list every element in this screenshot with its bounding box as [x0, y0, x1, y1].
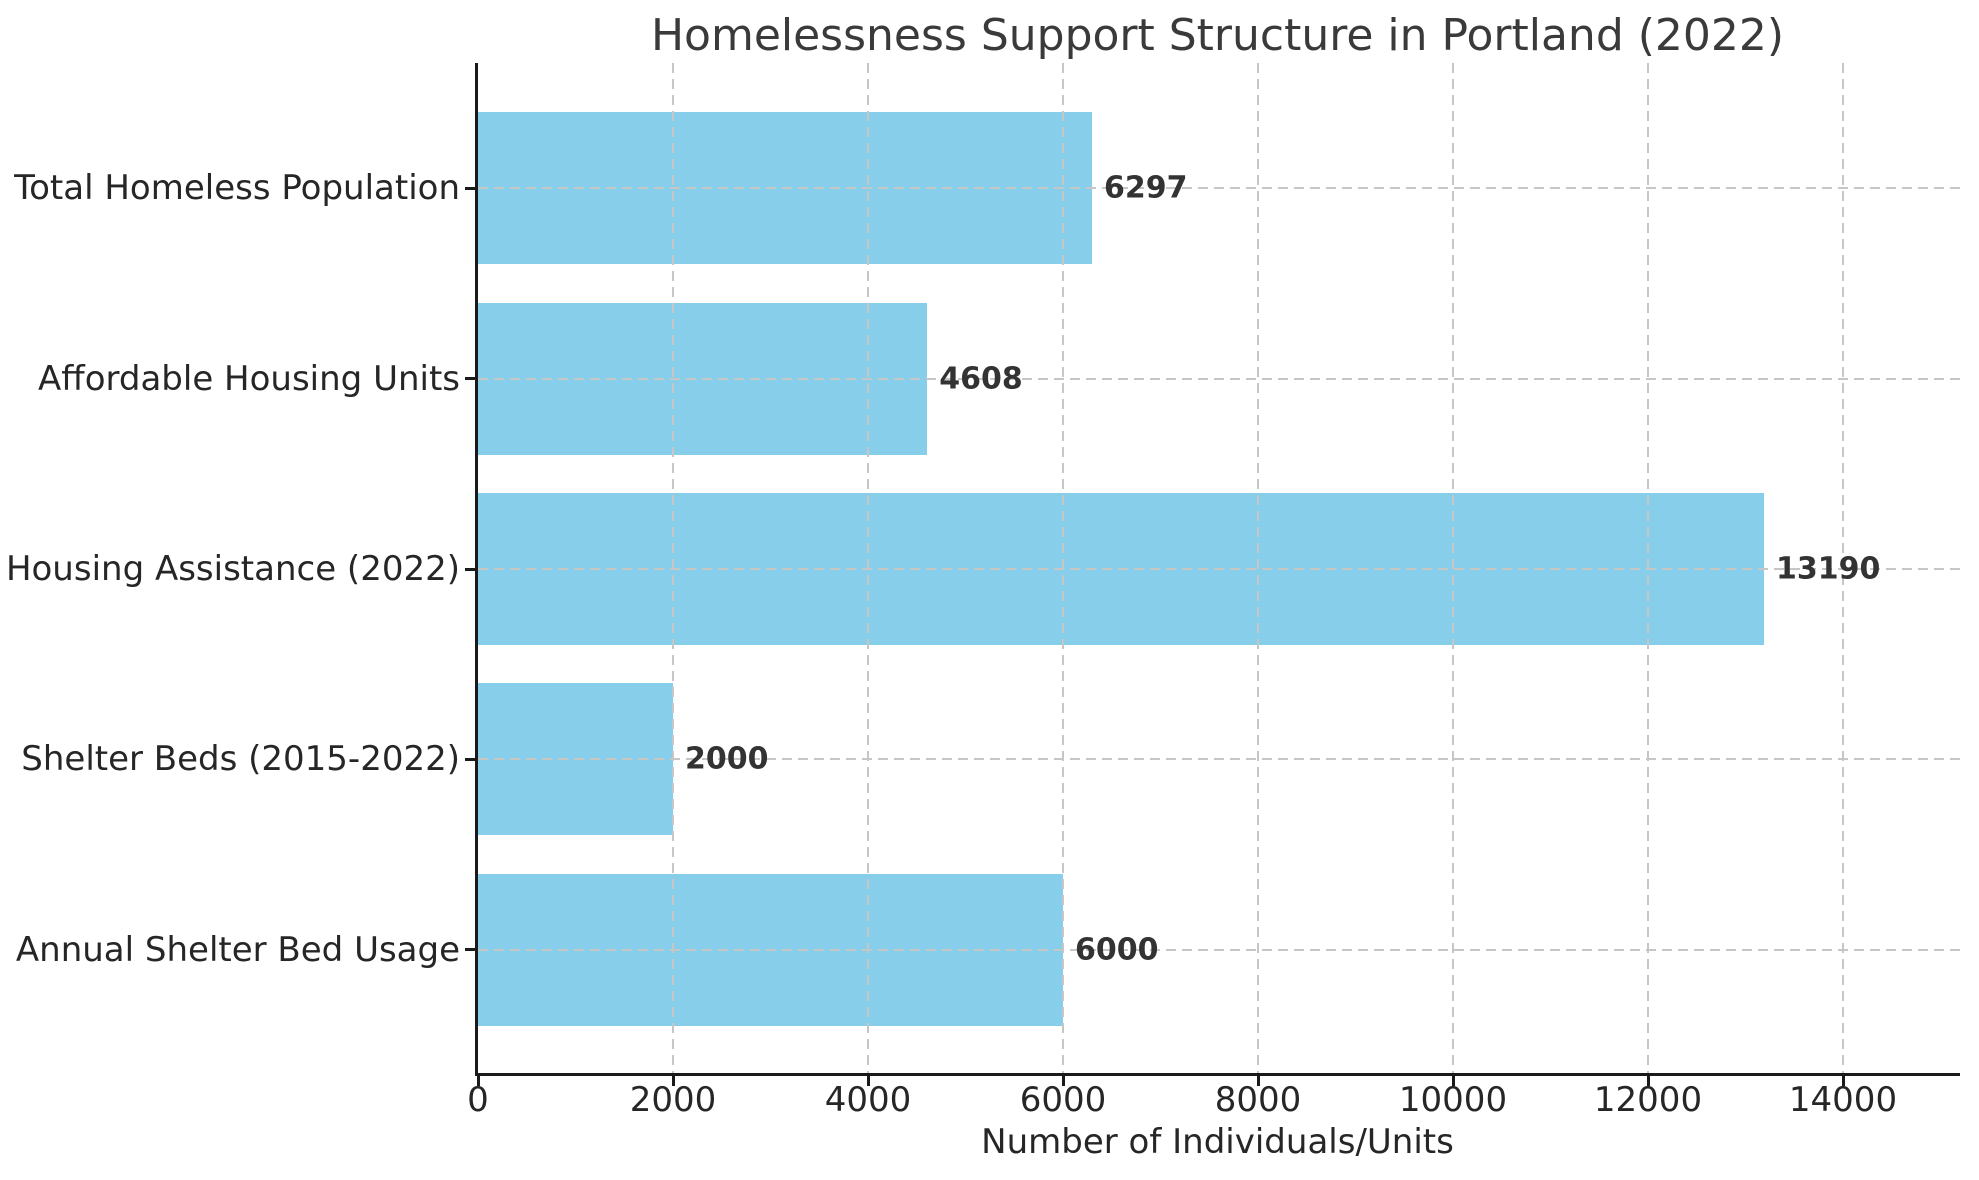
bar — [478, 302, 928, 455]
y-axis-tick-mark — [465, 567, 475, 571]
x-axis-tick-mark — [866, 1076, 870, 1086]
x-axis-tick-mark — [1256, 1076, 1260, 1086]
y-axis-category-label: Affordable Housing Units — [38, 358, 460, 399]
bar — [478, 683, 673, 836]
bar — [478, 873, 1063, 1026]
x-axis-tick-label: 8000 — [1214, 1080, 1302, 1120]
chart-title: Homelessness Support Structure in Portla… — [650, 10, 1785, 61]
x-axis-tick-label: 2000 — [629, 1080, 717, 1120]
x-axis-tick-label: 4000 — [824, 1080, 912, 1120]
x-axis-tick-mark — [1841, 1076, 1845, 1086]
x-axis-tick-label: 10000 — [1398, 1080, 1508, 1120]
y-axis-tick-mark — [465, 186, 475, 190]
bar — [478, 493, 1765, 645]
bar-value-label: 6000 — [1075, 932, 1159, 968]
bar-value-label: 6297 — [1103, 170, 1188, 206]
x-axis-tick-mark — [671, 1076, 675, 1086]
x-axis-label: Number of Individuals/Units — [981, 1122, 1454, 1162]
y-axis-tick-mark — [465, 377, 475, 381]
y-axis-tick-mark — [465, 757, 475, 761]
x-axis-tick-mark — [1451, 1076, 1455, 1086]
x-axis-tick-mark — [1646, 1076, 1650, 1086]
x-axis-tick-label: 14000 — [1788, 1080, 1898, 1120]
bar-value-label: 2000 — [685, 741, 769, 777]
x-axis-tick-mark — [1061, 1076, 1065, 1086]
x-axis-tick-label: 6000 — [1019, 1080, 1107, 1120]
plot-area: 6297 4608 13190 2000 6000 — [475, 63, 1960, 1076]
x-axis-tick-label: 12000 — [1593, 1080, 1703, 1120]
y-axis-tick-mark — [465, 948, 475, 952]
x-axis-tick-label: 0 — [467, 1080, 489, 1120]
bar — [478, 112, 1092, 265]
y-axis-category-label: Housing Assistance (2022) — [5, 549, 460, 589]
bar-value-label: 4608 — [939, 361, 1023, 397]
x-axis-tick-mark — [476, 1076, 480, 1086]
y-axis-category-label: Shelter Beds (2015-2022) — [21, 739, 460, 780]
y-axis-category-label: Total Homeless Population — [14, 168, 460, 209]
bar-value-label: 13190 — [1776, 551, 1881, 587]
y-axis-category-label: Annual Shelter Bed Usage — [15, 929, 460, 970]
